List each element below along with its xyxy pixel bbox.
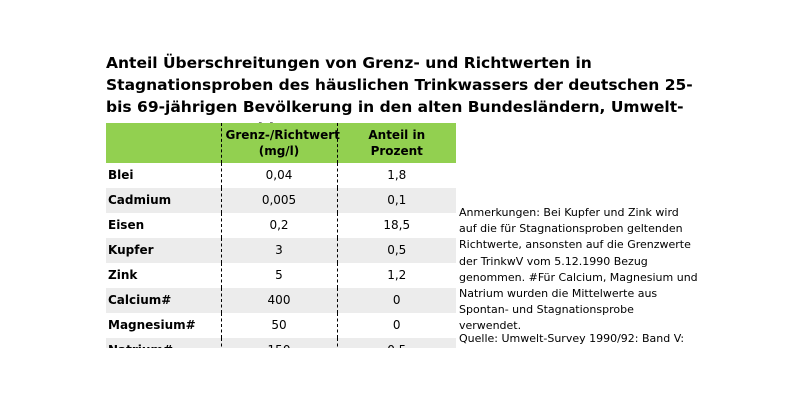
table-row: Kupfer 3 0,5: [106, 238, 456, 263]
table-row: Cadmium 0,005 0,1: [106, 188, 456, 213]
cell-substance: Zink: [108, 268, 138, 282]
cell-percent: 0,5: [336, 238, 456, 263]
cell-percent: 1,8: [336, 163, 456, 188]
table-row: Calcium# 400 0: [106, 288, 456, 313]
cell-substance: Eisen: [108, 218, 145, 232]
cell-limit: 0,04: [220, 163, 337, 188]
cell-limit: 50: [220, 313, 337, 338]
cell-substance: Kupfer: [106, 238, 221, 263]
column-header-percent: Anteil in Prozent: [336, 123, 456, 163]
column-header-limit: Grenz-/Richtwert (mg/l): [220, 123, 340, 163]
cell-limit: 150: [220, 338, 337, 348]
data-table-container: Grenz-/Richtwert (mg/l) Anteil in Prozen…: [106, 123, 456, 348]
table-row: Magnesium# 50 0: [106, 313, 456, 338]
cell-substance: Natrium#: [106, 338, 221, 348]
table-row: Zink 5 1,2: [106, 263, 456, 288]
cell-substance: Calcium#: [106, 288, 221, 313]
table-row: Blei 0,04 1,8: [106, 163, 456, 188]
cell-substance: Magnesium#: [108, 318, 196, 332]
column-header-substance: [106, 123, 221, 163]
cell-percent: 1,2: [336, 263, 456, 288]
cell-percent: 0: [336, 313, 456, 338]
table-row: Natrium# 150 0,5: [106, 338, 456, 348]
table-row: Eisen 0,2 18,5: [106, 213, 456, 238]
cell-limit: 400: [220, 288, 337, 313]
cell-percent: 0,1: [336, 188, 456, 213]
cell-limit: 3: [220, 238, 337, 263]
cell-limit: 0,005: [220, 188, 337, 213]
data-table: Grenz-/Richtwert (mg/l) Anteil in Prozen…: [106, 123, 456, 348]
cell-percent: 0,5: [336, 338, 456, 348]
cell-substance: Cadmium: [106, 188, 221, 213]
cell-substance: Blei: [108, 168, 134, 182]
cell-percent: 18,5: [336, 213, 456, 238]
cell-limit: 0,2: [220, 213, 337, 238]
cell-percent: 0: [336, 288, 456, 313]
table-header-row: Grenz-/Richtwert (mg/l) Anteil in Prozen…: [106, 123, 456, 163]
cell-limit: 5: [220, 263, 337, 288]
source-citation: Quelle: Umwelt-Survey 1990/92: Band V:: [459, 332, 685, 345]
table-notes: Anmerkungen: Bei Kupfer und Zink wird au…: [459, 206, 698, 333]
